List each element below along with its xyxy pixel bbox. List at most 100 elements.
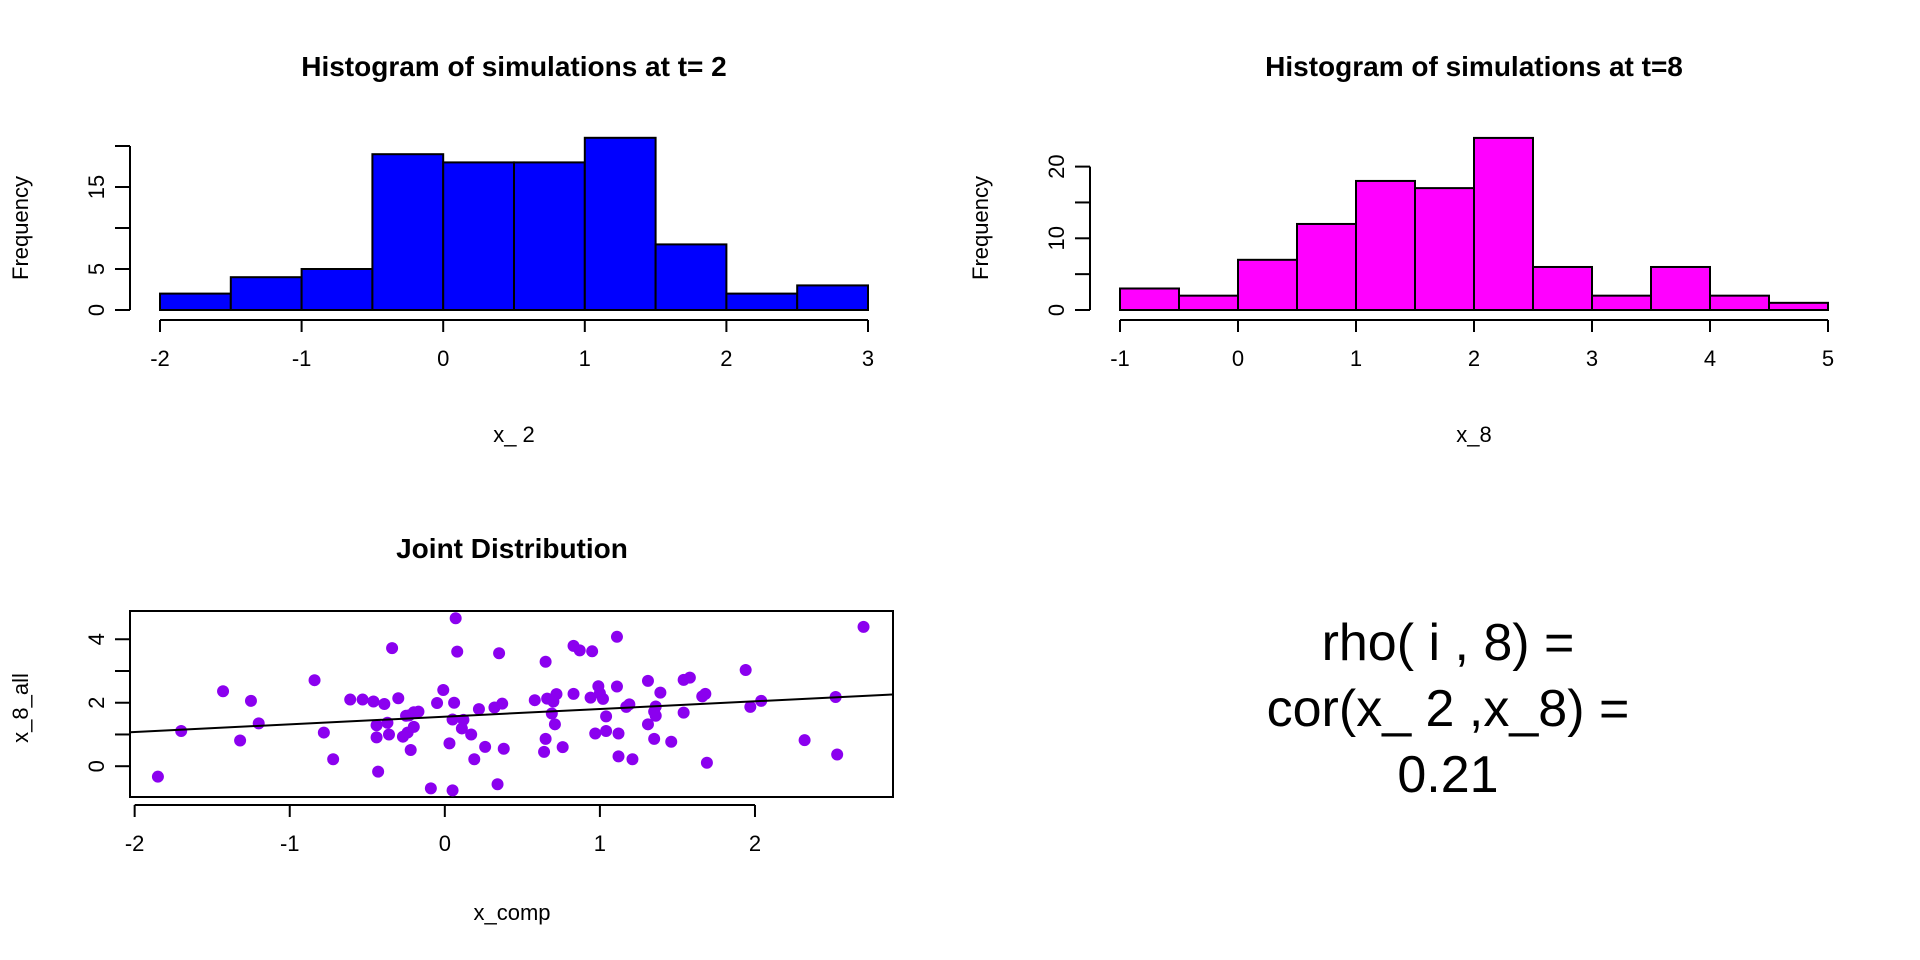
scatter-point	[404, 744, 417, 757]
x-tick-label: 3	[1586, 346, 1598, 371]
scatter-point	[654, 686, 667, 699]
scatter-point	[626, 753, 639, 766]
histogram-bar	[1768, 301, 1829, 311]
scatter-point	[367, 695, 380, 708]
scatter-point	[382, 728, 395, 741]
scatter-point	[538, 745, 551, 758]
regression-line	[129, 693, 894, 734]
x-tick-label: 1	[1350, 346, 1362, 371]
joint-distribution-panel: Joint Distribution -2 -1 0 1 2 0 2 4 x_comp x_…	[8, 533, 894, 925]
scatter-point	[744, 700, 757, 713]
scatter-point	[700, 756, 713, 769]
x-tick-label: 5	[1822, 346, 1834, 371]
scatter-plot-frame	[129, 610, 894, 798]
histogram-bar	[1178, 294, 1239, 312]
scatter-point	[234, 734, 247, 747]
histogram-t2-title: Histogram of simulations at t= 2	[301, 51, 727, 82]
scatter-point	[739, 664, 752, 677]
scatter-point	[612, 727, 625, 740]
histogram-bar	[1119, 287, 1180, 311]
histogram-bar	[1473, 136, 1534, 311]
scatter-point	[665, 735, 678, 748]
scatter-point	[455, 722, 468, 735]
scatter-point	[550, 688, 563, 701]
histogram-bar	[442, 161, 516, 311]
scatter-fit-line-group	[129, 693, 894, 734]
scatter-point	[683, 671, 696, 684]
histogram-bar	[1591, 294, 1652, 312]
scatter-point	[649, 709, 662, 722]
scatter-point	[648, 732, 661, 745]
x-tick-label: 4	[1704, 346, 1716, 371]
scatter-point	[372, 765, 385, 778]
x-tick-label: 1	[594, 831, 606, 856]
scatter-point	[586, 645, 599, 658]
histogram-t8-y-label: Frequency	[968, 176, 993, 280]
histogram-t2-panel: Histogram of simulations at t= 2 -2 -1 0 1 2…	[8, 51, 874, 447]
scatter-point	[545, 707, 558, 720]
x-tick-label: 2	[720, 346, 732, 371]
histogram-bar	[300, 268, 374, 311]
scatter-point	[468, 753, 481, 766]
histogram-t8-title: Histogram of simulations at t=8	[1265, 51, 1683, 82]
histogram-bar	[371, 153, 445, 311]
scatter-point	[431, 697, 444, 710]
histogram-bar	[229, 276, 303, 312]
histogram-bar	[1355, 179, 1416, 311]
scatter-y-axis: 0 2 4	[84, 633, 130, 772]
scatter-point	[308, 674, 321, 687]
scatter-point	[600, 710, 613, 723]
scatter-point	[528, 694, 541, 707]
scatter-point	[567, 687, 580, 700]
scatter-point	[472, 703, 485, 716]
histogram-bar	[1414, 187, 1475, 311]
scatter-point	[610, 680, 623, 693]
scatter-point	[539, 655, 552, 668]
annotation-line-3: 0.21	[1397, 746, 1498, 804]
histogram-bar	[725, 292, 799, 312]
scatter-point	[370, 719, 383, 732]
scatter-x-axis: -2 -1 0 1 2	[125, 804, 761, 856]
scatter-point	[573, 644, 586, 657]
scatter-point	[386, 642, 399, 655]
scatter-point	[612, 750, 625, 763]
scatter-point	[151, 770, 164, 783]
scatter-point	[831, 748, 844, 761]
scatter-points	[151, 612, 870, 797]
x-tick-label: 3	[862, 346, 874, 371]
scatter-y-label: x_8_all	[8, 673, 33, 743]
y-tick-label: 0	[84, 304, 109, 316]
joint-distribution-title: Joint Distribution	[396, 533, 628, 564]
histogram-bar	[1650, 265, 1711, 312]
histogram-t2-y-axis: 0 5 15	[84, 145, 131, 316]
x-tick-label: -1	[292, 346, 312, 371]
scatter-point	[584, 691, 597, 704]
histogram-t8-panel: Histogram of simulations at t=8 -1 0 1 2 3 4 5…	[968, 51, 1834, 447]
histogram-bar	[654, 243, 728, 311]
scatter-point	[491, 778, 504, 791]
histogram-t8-bars	[1119, 136, 1829, 312]
scatter-point	[465, 728, 478, 741]
scatter-point	[424, 782, 437, 795]
y-tick-label: 10	[1044, 226, 1069, 250]
histogram-bar	[796, 284, 870, 311]
scatter-point	[370, 731, 383, 744]
scatter-point	[798, 734, 811, 747]
x-tick-label: -2	[150, 346, 170, 371]
x-tick-label: 0	[437, 346, 449, 371]
scatter-x-label: x_comp	[473, 900, 550, 925]
scatter-point	[407, 720, 420, 733]
scatter-point	[175, 724, 188, 737]
scatter-point	[479, 740, 492, 753]
scatter-point	[497, 742, 510, 755]
scatter-point	[677, 706, 690, 719]
histogram-t2-x-label: x_ 2	[493, 422, 535, 447]
histogram-t8-y-axis: 0 10 20	[1044, 154, 1091, 316]
histogram-bar	[159, 292, 232, 312]
scatter-point	[610, 630, 623, 643]
histogram-bar	[1532, 265, 1593, 312]
scatter-point	[449, 612, 462, 625]
x-tick-label: 0	[439, 831, 451, 856]
y-tick-label: 5	[84, 263, 109, 275]
